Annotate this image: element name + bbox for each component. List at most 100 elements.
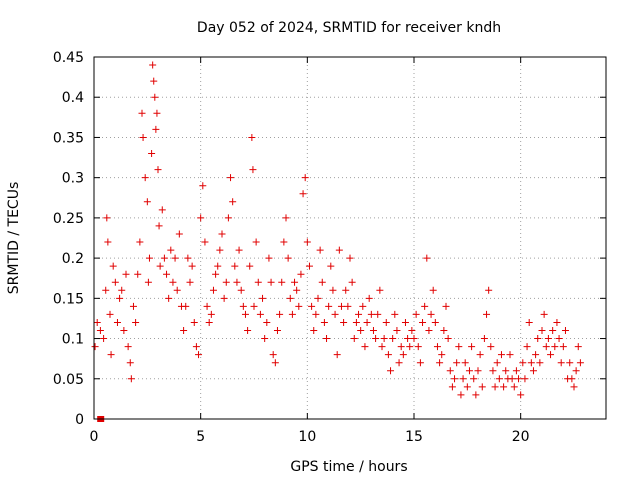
data-point [261,335,269,343]
data-point [91,343,99,351]
data-point [124,343,132,351]
data-point [316,246,324,254]
data-point [416,359,424,367]
data-point [153,109,161,117]
data-point [510,383,518,391]
data-point [376,286,384,294]
data-point [190,318,198,326]
data-point [404,335,412,343]
data-point [109,262,117,270]
data-point [491,383,499,391]
data-point [472,391,480,399]
data-point [446,367,454,375]
plot-frame [93,56,607,420]
data-point [536,359,544,367]
data-point [305,262,313,270]
data-point [120,327,128,335]
data-point [218,230,226,238]
data-point [399,351,407,359]
data-point [93,318,101,326]
data-point [151,93,159,101]
data-point [165,294,173,302]
data-point [506,351,514,359]
data-point [265,254,273,262]
data-point [235,246,243,254]
data-point [444,335,452,343]
data-point [521,375,529,383]
data-point [167,246,175,254]
data-point [519,359,527,367]
data-point [451,375,459,383]
data-point [308,302,316,310]
data-point [246,262,254,270]
data-point [429,286,437,294]
y-tick-label: 0.05 [53,372,84,388]
data-point [144,278,152,286]
data-point [282,214,290,222]
data-point [173,286,181,294]
data-point [425,327,433,335]
data-point [111,278,119,286]
data-point [493,359,501,367]
x-tick-label: 15 [405,429,423,445]
data-point [291,278,299,286]
data-point [297,270,305,278]
data-point [150,77,158,85]
y-tick-label: 0 [75,412,84,428]
data-point [171,254,179,262]
data-point [497,351,505,359]
data-point [515,375,523,383]
data-point [212,270,220,278]
data-point [118,286,126,294]
y-tick-label: 0.2 [62,251,84,267]
data-point [532,351,540,359]
data-point [393,327,401,335]
data-point [378,343,386,351]
data-point [180,327,188,335]
data-point [561,327,569,335]
data-point [303,238,311,246]
data-point [502,367,510,375]
data-point [500,383,508,391]
data-point [459,375,467,383]
data-point [474,367,482,375]
data-point [132,318,140,326]
data-point [389,335,397,343]
data-point [299,190,307,198]
data-point [538,327,546,335]
x-tick-label: 20 [512,429,530,445]
data-point [523,343,531,351]
data-point [410,335,418,343]
data-point [280,238,288,246]
data-point [244,327,252,335]
data-point [249,166,257,174]
data-point [310,327,318,335]
data-point [256,310,264,318]
y-tick-label: 0.4 [62,90,84,106]
data-point [344,302,352,310]
y-tick-label: 0.35 [53,130,84,146]
data-point [559,343,567,351]
data-point [352,318,360,326]
data-point [259,294,267,302]
data-point [566,359,574,367]
data-point [357,327,365,335]
data-point [412,310,420,318]
data-point [551,343,559,351]
data-point [267,278,275,286]
data-point [149,61,157,69]
data-point [355,310,363,318]
data-point [544,335,552,343]
data-point [442,302,450,310]
data-point [401,318,409,326]
data-point [271,359,279,367]
data-point [141,174,149,182]
data-point [96,327,104,335]
data-point [457,391,465,399]
data-point [333,351,341,359]
data-point [517,391,525,399]
data-point [158,206,166,214]
data-point [106,310,114,318]
data-point [423,254,431,262]
